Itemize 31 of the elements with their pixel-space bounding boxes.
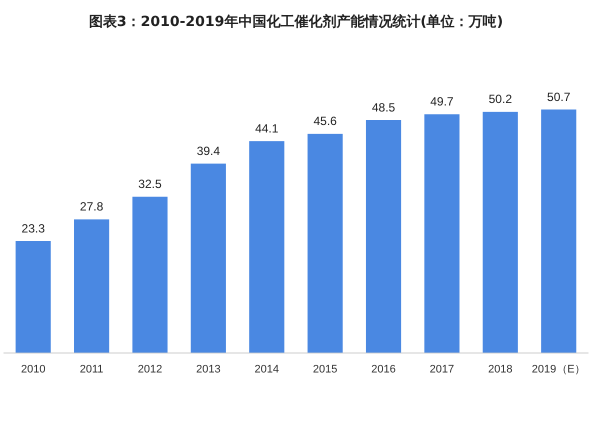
data-label: 50.2 bbox=[488, 92, 512, 106]
bar bbox=[16, 240, 51, 353]
bar bbox=[74, 219, 110, 353]
data-label: 48.5 bbox=[372, 100, 396, 114]
data-label: 45.6 bbox=[313, 114, 338, 128]
bar bbox=[482, 112, 518, 353]
x-tick-label: 2011 bbox=[80, 363, 104, 376]
bar bbox=[190, 164, 226, 353]
bar bbox=[366, 120, 402, 353]
data-label: 50.7 bbox=[547, 90, 571, 104]
chart-title: 图表3：2010-2019年中国化工催化剂产能情况统计(单位：万吨) bbox=[88, 13, 504, 30]
data-label: 44.1 bbox=[255, 121, 279, 136]
bar bbox=[541, 109, 576, 353]
bar bbox=[308, 134, 343, 353]
x-tick-label: 2013 bbox=[196, 363, 221, 376]
x-tick-label: 2012 bbox=[138, 363, 162, 376]
bar bbox=[249, 141, 284, 353]
x-tick-label: 2016 bbox=[371, 363, 396, 376]
data-label: 32.5 bbox=[138, 177, 162, 192]
x-tick-label: 2017 bbox=[430, 363, 454, 376]
data-label: 39.4 bbox=[196, 144, 220, 158]
x-tick-label: 2018 bbox=[488, 363, 513, 376]
x-tick-label: 2014 bbox=[254, 363, 279, 376]
bar bbox=[132, 196, 168, 353]
x-tick-label: 2015 bbox=[312, 363, 338, 376]
bar bbox=[424, 114, 460, 353]
data-label: 23.3 bbox=[22, 221, 46, 236]
x-tick-label: 2010 bbox=[20, 363, 46, 376]
x-tick-label: 2019（E） bbox=[532, 363, 586, 376]
data-label: 49.7 bbox=[430, 94, 454, 109]
data-label: 27.8 bbox=[80, 200, 104, 214]
